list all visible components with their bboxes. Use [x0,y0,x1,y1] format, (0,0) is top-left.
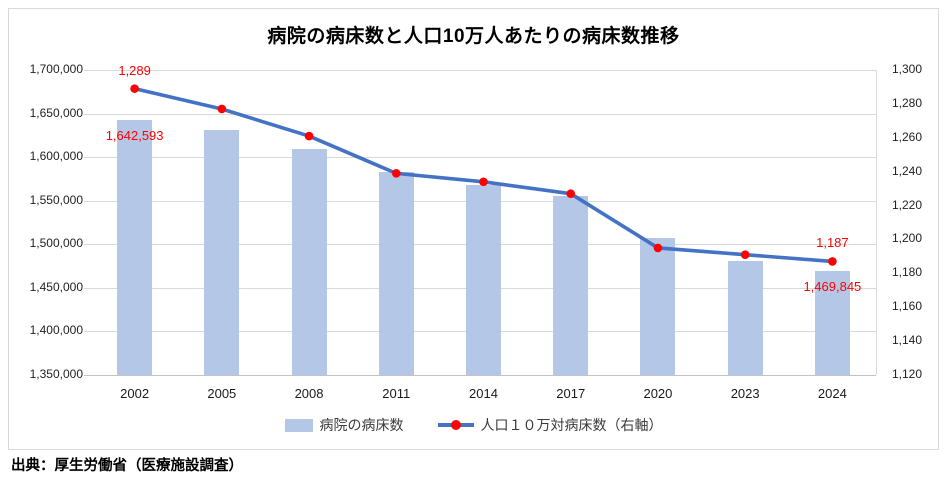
x-axis-label-2011: 2011 [382,386,411,401]
gridline [84,113,876,115]
x-axis-label-2014: 2014 [469,386,498,401]
x-axis-label-2005: 2005 [207,386,237,401]
right-axis-tick: 1,180 [892,265,923,280]
line-series-svg [130,84,837,266]
left-axis-tick: 1,350,000 [29,367,83,381]
data-label-2002-line: 1,289 [118,62,151,78]
left-axis-tick: 1,450,000 [29,279,83,294]
right-axis-tick: 1,280 [892,95,923,110]
chart-legend: 病院の病床数 人口１０万対病床数（右軸） [9,413,938,437]
left-axis-tick: 1,650,000 [29,105,83,120]
right-axis-tick: 1,260 [892,129,923,144]
bar-2002 [117,120,153,375]
line-marker-2023 [740,250,750,259]
left-axis-tick: 1,700,000 [29,62,83,76]
line-marker-2005 [217,104,227,114]
data-label-2002-bar: 1,642,593 [105,128,164,144]
right-axis-tick: 1,220 [892,197,923,212]
bar-2023 [727,260,763,375]
bar-2020 [640,237,676,375]
secondary-axis-line [876,70,877,375]
left-axis-tick: 1,600,000 [29,149,83,164]
bar-2005 [204,129,240,375]
line-marker-2020 [653,243,663,253]
legend-label-per100k: 人口１０万対病床数（右軸） [480,417,663,433]
data-label-2024-bar: 1,469,845 [803,278,862,294]
source-note: 出典：厚生労働省（医療施設調査） [11,458,243,474]
legend-item-beds: 病院の病床数 [284,415,404,435]
bar-2024 [814,270,850,375]
line-marker-2017 [566,189,576,198]
gridline [84,70,876,71]
left-axis-tick: 1,500,000 [29,236,83,251]
line-marker-2008 [304,131,314,141]
line-swatch-marker-icon [450,420,461,430]
right-axis-tick: 1,300 [892,62,923,76]
right-axis-tick: 1,240 [892,163,923,178]
right-axis-tick: 1,120 [892,367,923,381]
line-swatch-icon [437,418,474,432]
x-axis-label-2024: 2024 [817,386,847,401]
x-axis-label-2008: 2008 [294,386,324,401]
line-marker-2024 [828,257,837,266]
x-axis-label-2002: 2002 [120,386,150,401]
left-axis-tick: 1,400,000 [29,323,83,338]
right-axis-tick: 1,160 [892,299,923,314]
right-axis-tick: 1,200 [892,231,923,246]
x-axis-label-2023: 2023 [730,386,760,401]
chart-frame: 病院の病床数と人口10万人あたりの病床数推移 1,350,000 1,400,00… [8,8,939,450]
line-marker-2002 [130,84,139,93]
bar-2014 [466,184,501,375]
data-label-2024-line: 1,187 [816,235,849,251]
left-axis-tick: 1,550,000 [29,192,83,207]
legend-item-per100k: 人口１０万対病床数（右軸） [437,415,663,435]
line-marker-2014 [479,177,488,187]
x-axis-line [84,375,876,376]
bar-swatch-icon [284,418,313,432]
legend-label-beds: 病院の病床数 [319,417,404,433]
bar-2008 [291,148,327,375]
beds-per-100k-line [134,86,833,264]
right-axis-tick: 1,140 [892,333,923,348]
chart-title: 病院の病床数と人口10万人あたりの病床数推移 [267,26,680,47]
bar-2017 [553,196,589,375]
x-axis-label-2017: 2017 [556,386,586,401]
gridline [84,157,876,159]
line-marker-2011 [391,169,401,178]
bar-2011 [378,171,414,375]
x-axis-label-2020: 2020 [643,386,673,401]
